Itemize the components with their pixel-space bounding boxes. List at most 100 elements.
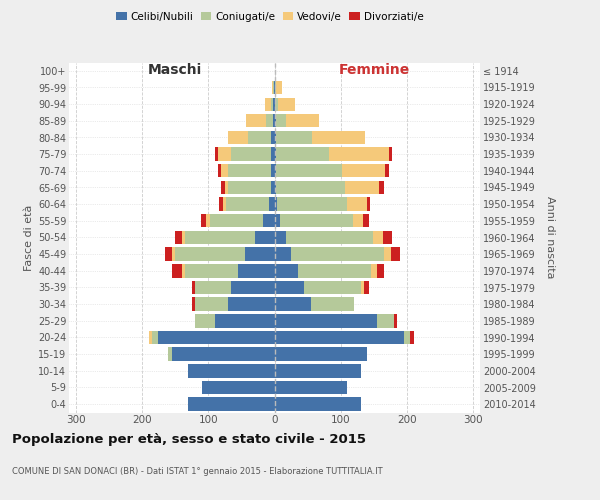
Bar bbox=[275, 281, 304, 294]
Bar bbox=[410, 331, 414, 344]
Bar bbox=[169, 348, 172, 361]
Bar bbox=[275, 131, 276, 144]
Bar bbox=[275, 298, 311, 311]
Bar bbox=[275, 148, 276, 161]
Bar bbox=[275, 314, 377, 328]
Bar bbox=[152, 331, 158, 344]
Bar bbox=[275, 364, 361, 378]
Bar bbox=[272, 114, 275, 128]
Bar bbox=[218, 148, 232, 161]
Bar bbox=[191, 281, 195, 294]
Bar bbox=[342, 164, 385, 177]
Bar bbox=[286, 114, 319, 128]
Bar bbox=[172, 264, 182, 278]
Bar bbox=[377, 314, 394, 328]
Bar bbox=[246, 114, 266, 128]
Bar bbox=[277, 81, 282, 94]
Bar bbox=[275, 231, 286, 244]
Bar bbox=[304, 281, 361, 294]
Bar bbox=[346, 181, 379, 194]
Bar bbox=[225, 181, 228, 194]
Text: Popolazione per età, sesso e stato civile - 2015: Popolazione per età, sesso e stato civil… bbox=[12, 432, 366, 446]
Bar bbox=[275, 98, 278, 111]
Bar bbox=[311, 298, 354, 311]
Bar bbox=[271, 164, 275, 177]
Bar bbox=[149, 331, 152, 344]
Bar bbox=[275, 264, 298, 278]
Bar bbox=[272, 81, 273, 94]
Bar bbox=[209, 214, 263, 228]
Bar bbox=[165, 248, 172, 261]
Bar bbox=[391, 248, 400, 261]
Bar bbox=[191, 298, 195, 311]
Bar bbox=[248, 131, 271, 144]
Bar bbox=[275, 348, 367, 361]
Bar bbox=[228, 131, 248, 144]
Bar bbox=[364, 281, 369, 294]
Bar bbox=[377, 264, 384, 278]
Bar bbox=[276, 131, 312, 144]
Bar bbox=[367, 198, 370, 211]
Bar bbox=[384, 248, 391, 261]
Bar bbox=[361, 281, 364, 294]
Text: Maschi: Maschi bbox=[148, 64, 202, 78]
Bar bbox=[218, 164, 221, 177]
Bar bbox=[263, 214, 275, 228]
Bar bbox=[379, 181, 384, 194]
Bar bbox=[185, 264, 238, 278]
Bar bbox=[276, 114, 286, 128]
Legend: Celibi/Nubili, Coniugati/e, Vedovi/e, Divorziati/e: Celibi/Nubili, Coniugati/e, Vedovi/e, Di… bbox=[112, 8, 428, 26]
Bar bbox=[383, 231, 392, 244]
Bar bbox=[182, 264, 185, 278]
Bar bbox=[312, 131, 365, 144]
Bar bbox=[223, 198, 226, 211]
Bar bbox=[185, 231, 254, 244]
Bar bbox=[175, 248, 245, 261]
Bar bbox=[228, 164, 271, 177]
Bar bbox=[215, 148, 218, 161]
Y-axis label: Fasce di età: Fasce di età bbox=[23, 204, 34, 270]
Bar bbox=[269, 198, 275, 211]
Bar bbox=[276, 164, 342, 177]
Bar bbox=[228, 298, 275, 311]
Bar bbox=[362, 214, 369, 228]
Bar bbox=[271, 98, 273, 111]
Bar bbox=[275, 248, 291, 261]
Bar bbox=[215, 314, 275, 328]
Bar bbox=[265, 98, 271, 111]
Bar bbox=[271, 181, 275, 194]
Bar bbox=[172, 248, 175, 261]
Text: COMUNE DI SAN DONACI (BR) - Dati ISTAT 1° gennaio 2015 - Elaborazione TUTTITALIA: COMUNE DI SAN DONACI (BR) - Dati ISTAT 1… bbox=[12, 468, 383, 476]
Bar bbox=[228, 181, 271, 194]
Bar bbox=[273, 98, 275, 111]
Bar bbox=[195, 298, 228, 311]
Bar bbox=[276, 148, 329, 161]
Bar bbox=[220, 198, 223, 211]
Bar bbox=[188, 364, 275, 378]
Bar bbox=[202, 381, 275, 394]
Bar bbox=[275, 198, 277, 211]
Bar bbox=[271, 131, 275, 144]
Bar bbox=[232, 148, 271, 161]
Bar bbox=[329, 148, 389, 161]
Bar bbox=[278, 98, 295, 111]
Bar bbox=[371, 264, 377, 278]
Bar bbox=[275, 381, 347, 394]
Y-axis label: Anni di nascita: Anni di nascita bbox=[545, 196, 555, 278]
Bar bbox=[353, 214, 362, 228]
Bar bbox=[188, 398, 275, 411]
Bar bbox=[226, 198, 269, 211]
Bar bbox=[275, 81, 277, 94]
Bar bbox=[286, 231, 373, 244]
Bar bbox=[254, 231, 275, 244]
Bar bbox=[373, 231, 383, 244]
Bar bbox=[275, 398, 361, 411]
Bar bbox=[245, 248, 275, 261]
Bar bbox=[275, 114, 276, 128]
Bar bbox=[298, 264, 371, 278]
Bar bbox=[232, 281, 275, 294]
Bar bbox=[347, 198, 367, 211]
Bar bbox=[206, 214, 209, 228]
Bar bbox=[275, 214, 280, 228]
Bar bbox=[275, 331, 404, 344]
